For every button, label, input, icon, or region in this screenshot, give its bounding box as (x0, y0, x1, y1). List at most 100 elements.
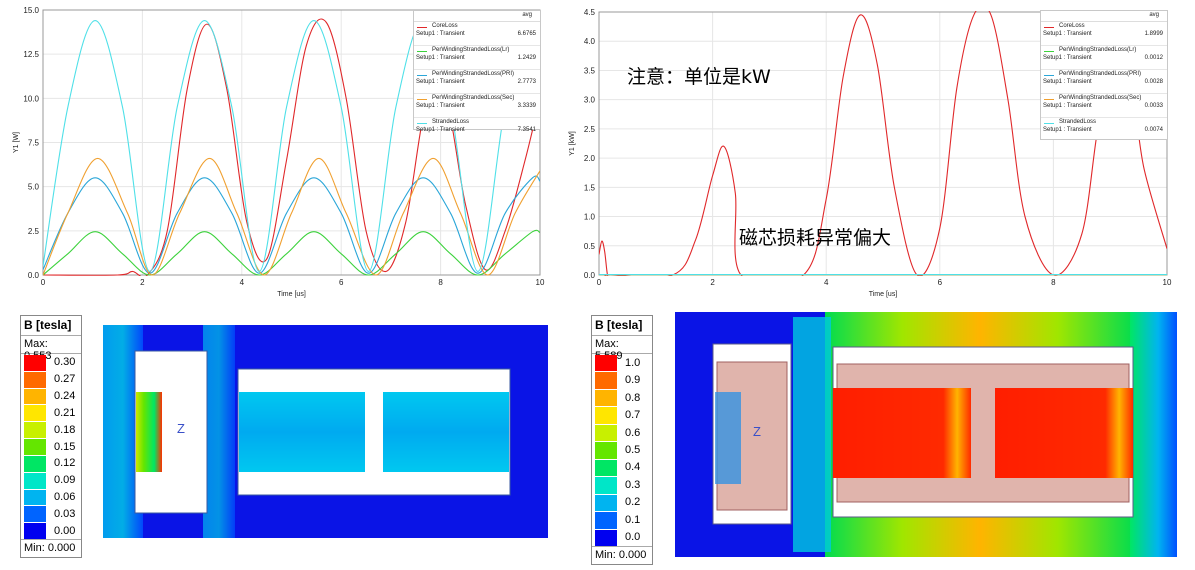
field-plot-left: Z (103, 325, 548, 538)
y-tick-label: 4.5 (584, 8, 596, 17)
legend-entry: PerWindingStrandedLoss(Sec) Setup1 : Tran… (1041, 94, 1167, 118)
center-leg (793, 317, 831, 552)
colorbar-min: Min: 0.000 (21, 539, 81, 557)
legend-series-name: PerWindingStrandedLoss(PRI) (432, 71, 515, 77)
colorbar-level-label: 0.06 (54, 490, 76, 503)
legend-avg-value: 6.6765 (517, 31, 536, 37)
chart-loss-watts: 0 2 4 6 8 10 0.0 2.5 5.0 7.5 10.0 12.5 15.0 Time [us]… (0, 0, 560, 305)
legend-setup: Setup1 : Transient (416, 55, 465, 61)
x-axis-label: Time [us] (869, 291, 898, 298)
colorbar-swatch (595, 407, 617, 424)
legend-series-name: PerWindingStrandedLoss(Lr) (432, 47, 510, 53)
y-tick-label: 12.5 (23, 50, 39, 59)
legend-swatch (417, 99, 427, 100)
y-tick-label: 2.0 (584, 154, 596, 163)
x-tick-label: 4 (240, 278, 245, 287)
colorbar-level-label: 0.18 (54, 423, 76, 436)
colorbar-swatch (24, 405, 46, 422)
legend-series-name: PerWindingStrandedLoss(Sec) (1059, 95, 1142, 101)
legend-setup: Setup1 : Transient (416, 79, 465, 85)
y-tick-label: 2.5 (584, 125, 596, 134)
colorbar-level-label: 0.0 (625, 531, 641, 544)
legend-swatch (417, 123, 427, 124)
colorbar-swatch (24, 523, 46, 539)
colorbar-swatch (595, 512, 617, 529)
x-tick-label: 6 (339, 278, 344, 287)
chart1-plot: 0 2 4 6 8 10 0.0 0.5 1.0 1.5 2.0 2.5 3.0 3.5 4.0 4.5 Tim… (569, 8, 1172, 298)
right-leg (1130, 312, 1177, 557)
y-tick-label: 0.0 (584, 271, 596, 280)
colorbar-level-label: 0.00 (54, 524, 76, 537)
legend-entry: StrandedLoss Setup1 : Transient 0.0074 (1041, 118, 1167, 141)
colorbar-swatch (24, 355, 46, 371)
legend-entry: PerWindingStrandedLoss(Lr) Setup1 : Trans… (1041, 46, 1167, 70)
series-line (43, 157, 540, 276)
x-tick-label: 0 (597, 278, 602, 287)
legend-swatch (417, 51, 427, 52)
legend-setup: Setup1 : Transient (416, 103, 465, 109)
colorbar-level-label: 0.27 (54, 373, 76, 386)
y-axis-label: Y1 [kW] (569, 131, 576, 156)
x-axis-label: Time [us] (277, 291, 306, 298)
legend-avg-value: 3.3339 (517, 103, 536, 109)
winding-a (239, 392, 365, 472)
legend-swatch (1044, 51, 1054, 52)
colorbar-swatch (595, 529, 617, 546)
colorbar-level-label: 0.09 (54, 474, 76, 487)
x-tick-label: 8 (1051, 278, 1056, 287)
y-tick-label: 1.5 (584, 183, 596, 192)
colorbar-left: B [tesla] Max: 0.553 0.30 0.27 0.24 0.21 0.1… (20, 315, 82, 558)
center-leg (203, 325, 235, 538)
colorbar-swatch (595, 372, 617, 389)
colorbar-swatch (24, 439, 46, 455)
series-line (43, 18, 540, 276)
legend-series-name: CoreLoss (432, 23, 458, 29)
colorbar-swatch (24, 371, 46, 388)
core-loss-note: 磁芯损耗异常偏大 (739, 227, 892, 249)
chart1-legend: avg CoreLoss Setup1 : Transient 1.8999 PerWi… (1040, 10, 1168, 140)
z-axis-label-left: Z (177, 421, 185, 436)
colorbar-level-label: 0.8 (625, 391, 641, 404)
coil-left (715, 392, 741, 484)
legend-series-name: StrandedLoss (432, 119, 470, 125)
x-tick-label: 2 (140, 278, 145, 287)
unit-note: 注意：单位是kW (627, 66, 771, 88)
x-tick-label: 10 (536, 278, 545, 287)
legend-avg-value: 1.2429 (517, 55, 536, 61)
legend-setup: Setup1 : Transient (1043, 31, 1092, 37)
colorbar-swatch (24, 422, 46, 439)
y-tick-label: 2.5 (28, 227, 40, 236)
colorbar-level-label: 0.4 (625, 461, 641, 474)
colorbar-swatch (24, 489, 46, 506)
colorbar-swatch (595, 424, 617, 442)
colorbar-min: Min: 0.000 (592, 546, 652, 564)
legend-swatch (1044, 99, 1054, 100)
chart0-legend: avg CoreLoss Setup1 : Transient 6.6765 PerWi… (413, 10, 541, 133)
colorbar-level-label: 0.15 (54, 440, 76, 453)
winding-b (995, 388, 1133, 478)
legend-avg-value: 0.0074 (1144, 127, 1163, 133)
legend-series-name: PerWindingStrandedLoss(Lr) (1059, 47, 1137, 53)
colorbar-scale: 1.0 0.9 0.8 0.7 0.6 0.5 0.4 0.3 0.2 0.1 0.0 (592, 353, 652, 546)
colorbar-level-label: 0.6 (625, 426, 641, 439)
x-tick-label: 6 (938, 278, 943, 287)
colorbar-swatch (595, 355, 617, 372)
legend-entry: CoreLoss Setup1 : Transient 6.6765 (414, 22, 540, 46)
colorbar-scale: 0.30 0.27 0.24 0.21 0.18 0.15 0.12 0.09 0.06 0.03… (21, 353, 81, 539)
legend-avg-value: 7.3541 (517, 127, 536, 133)
y-tick-label: 7.5 (28, 139, 40, 148)
legend-swatch (1044, 75, 1054, 76)
y-tick-label: 10.0 (23, 94, 39, 103)
colorbar-level-label: 0.9 (625, 374, 641, 387)
legend-avg-value: 0.0028 (1144, 79, 1163, 85)
colorbar-level-label: 0.1 (625, 513, 641, 526)
colorbar-right: B [tesla] Max: 5.589 1.0 0.9 0.8 0.7 0.6 0.5 0… (591, 315, 653, 565)
x-tick-label: 0 (41, 278, 46, 287)
legend-series-name: PerWindingStrandedLoss(PRI) (1059, 71, 1142, 77)
legend-entry: PerWindingStrandedLoss(PRI) Setup1 : Tran… (414, 70, 540, 94)
legend-entry: PerWindingStrandedLoss(Sec) Setup1 : Tran… (414, 94, 540, 118)
y-axis-label: Y1 [W] (13, 132, 20, 153)
series-line (43, 15, 540, 273)
x-tick-label: 4 (824, 278, 829, 287)
colorbar-level-label: 0.03 (54, 507, 76, 520)
